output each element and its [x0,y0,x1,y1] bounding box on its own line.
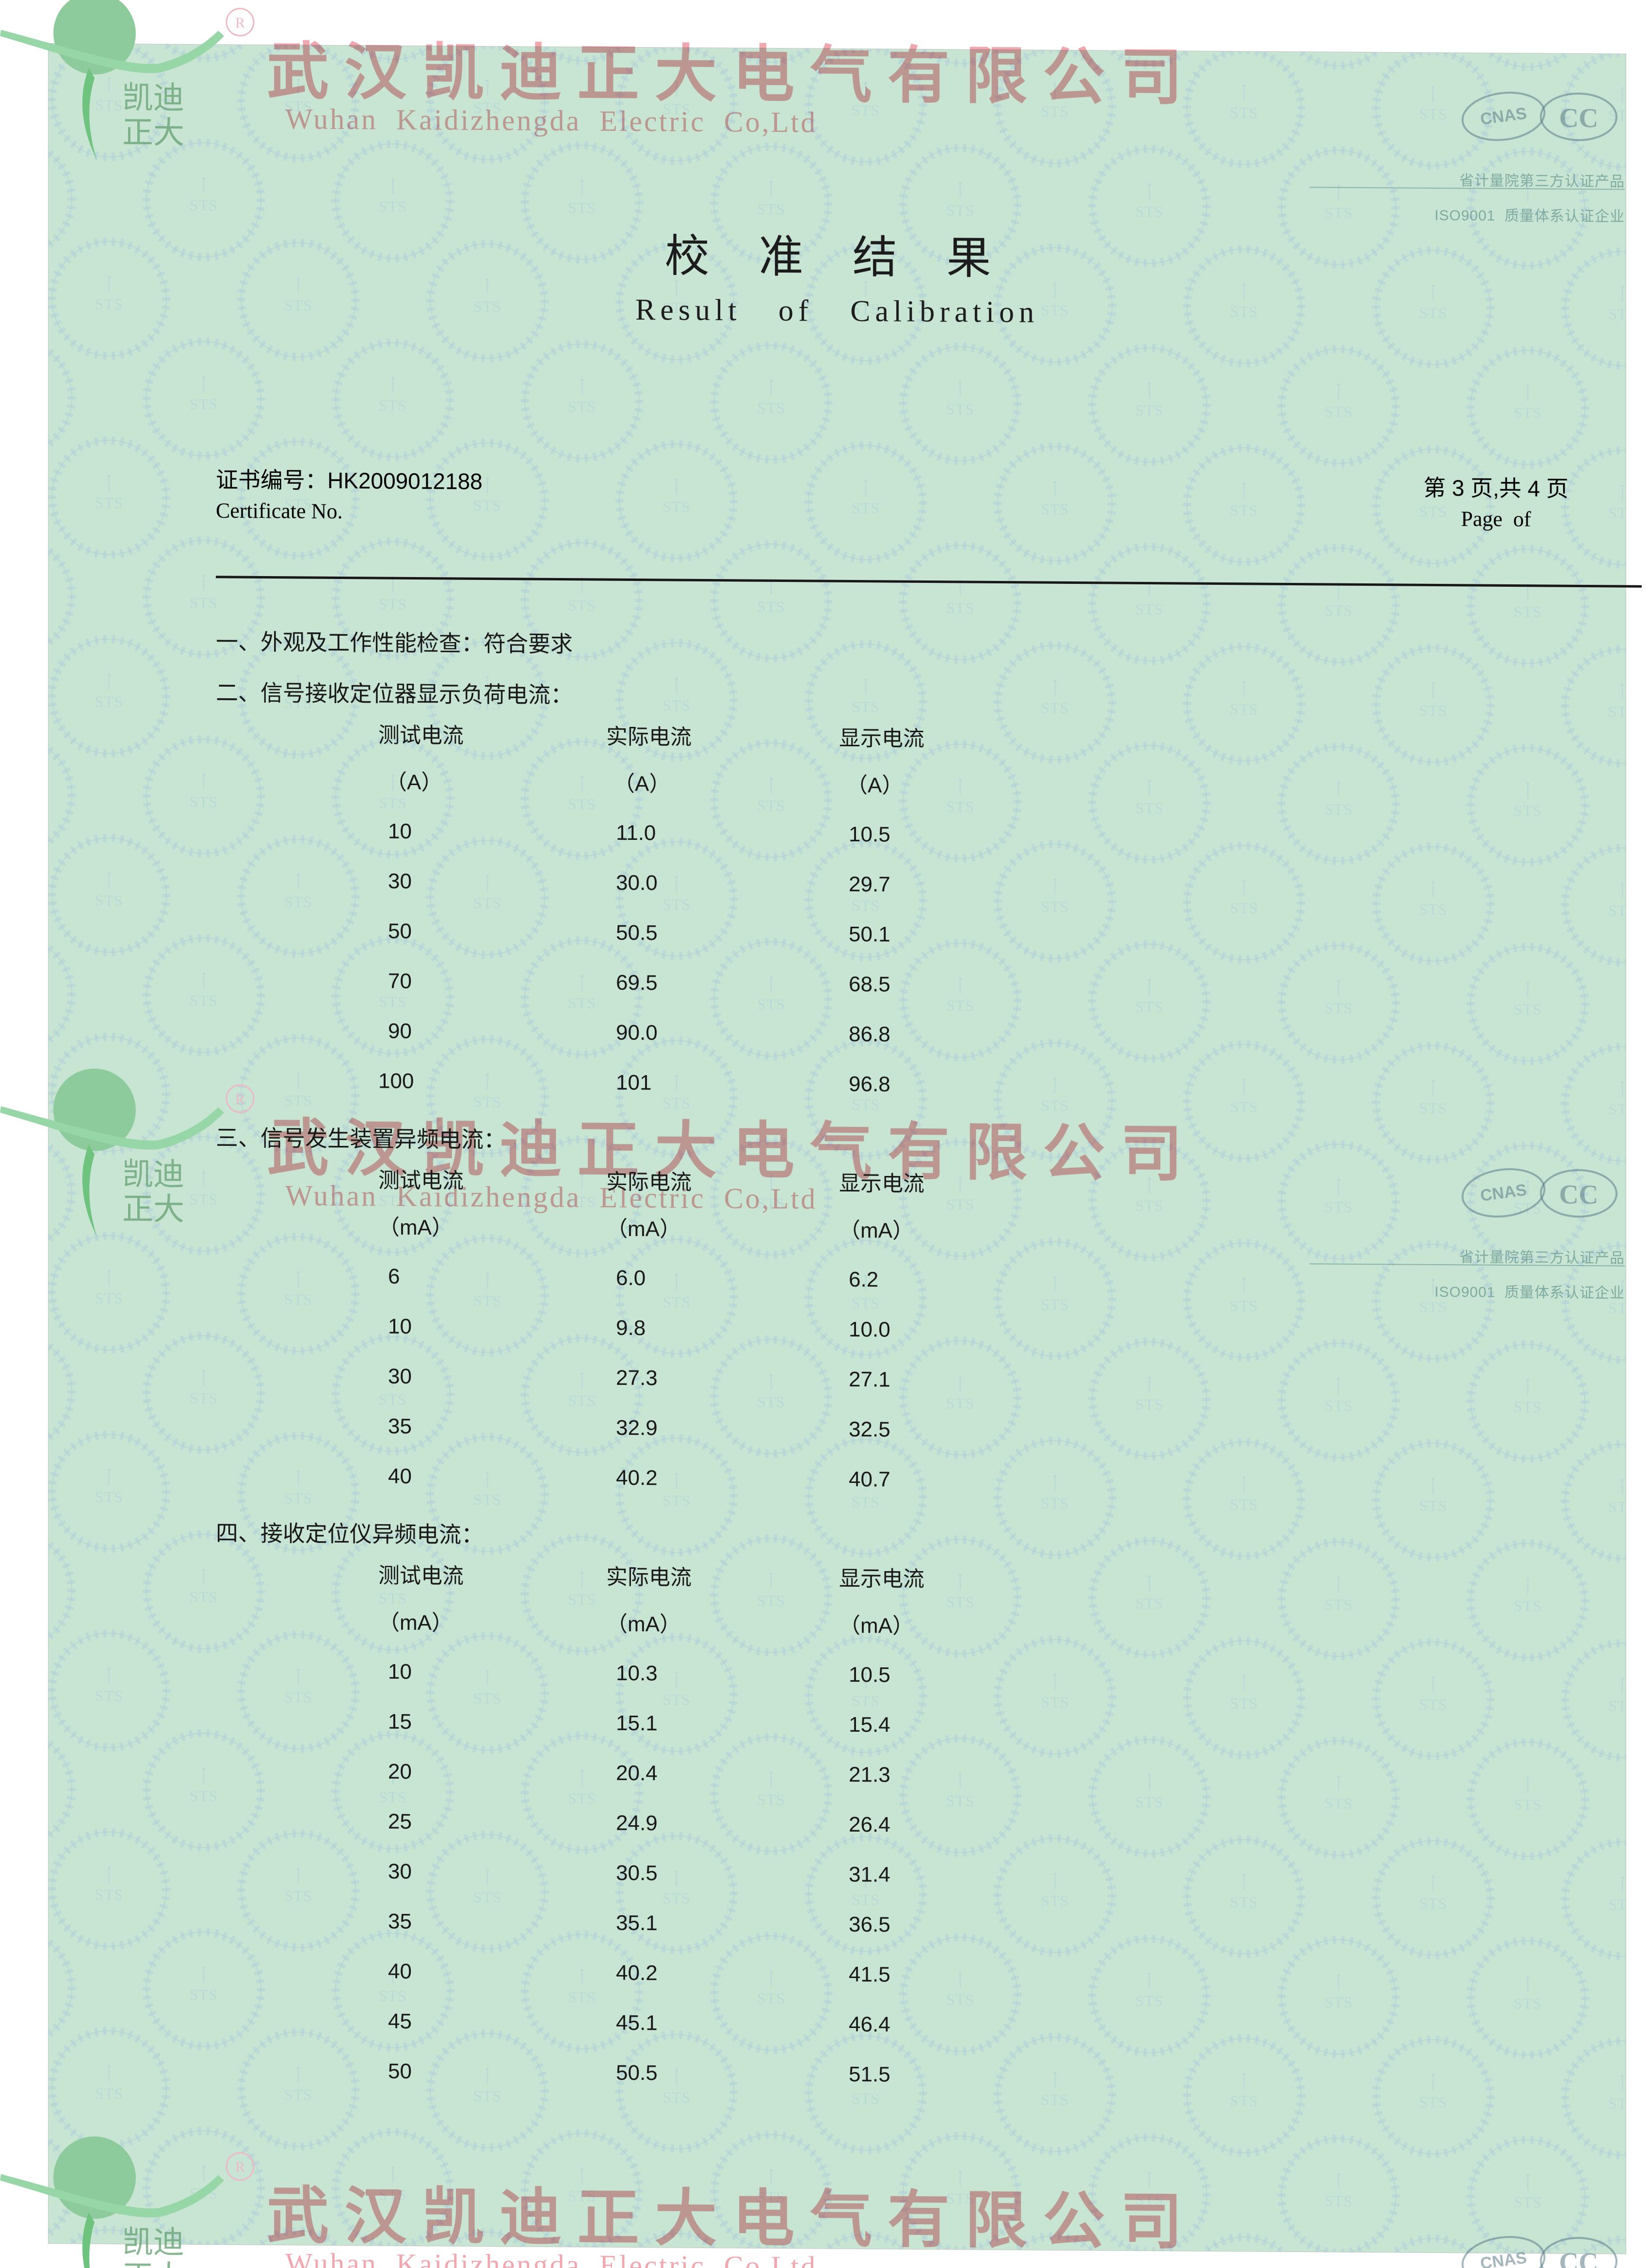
svg-text:正大: 正大 [122,2259,184,2268]
svg-text:CC: CC [1559,103,1599,134]
svg-text:正大: 正大 [122,1191,184,1227]
svg-text:CNAS: CNAS [1479,1181,1528,1205]
svg-text:R: R [235,1092,245,1108]
svg-text:CNAS: CNAS [1479,104,1528,129]
svg-text:R: R [235,15,245,31]
svg-text:正大: 正大 [122,115,184,150]
svg-text:凯迪: 凯迪 [122,80,184,115]
svg-text:CC: CC [1559,2248,1599,2268]
svg-text:凯迪: 凯迪 [122,1157,184,1192]
svg-text:CNAS: CNAS [1479,2249,1528,2268]
svg-text:凯迪: 凯迪 [122,2224,184,2260]
svg-text:R: R [235,2159,245,2175]
svg-text:CC: CC [1559,1180,1599,1210]
